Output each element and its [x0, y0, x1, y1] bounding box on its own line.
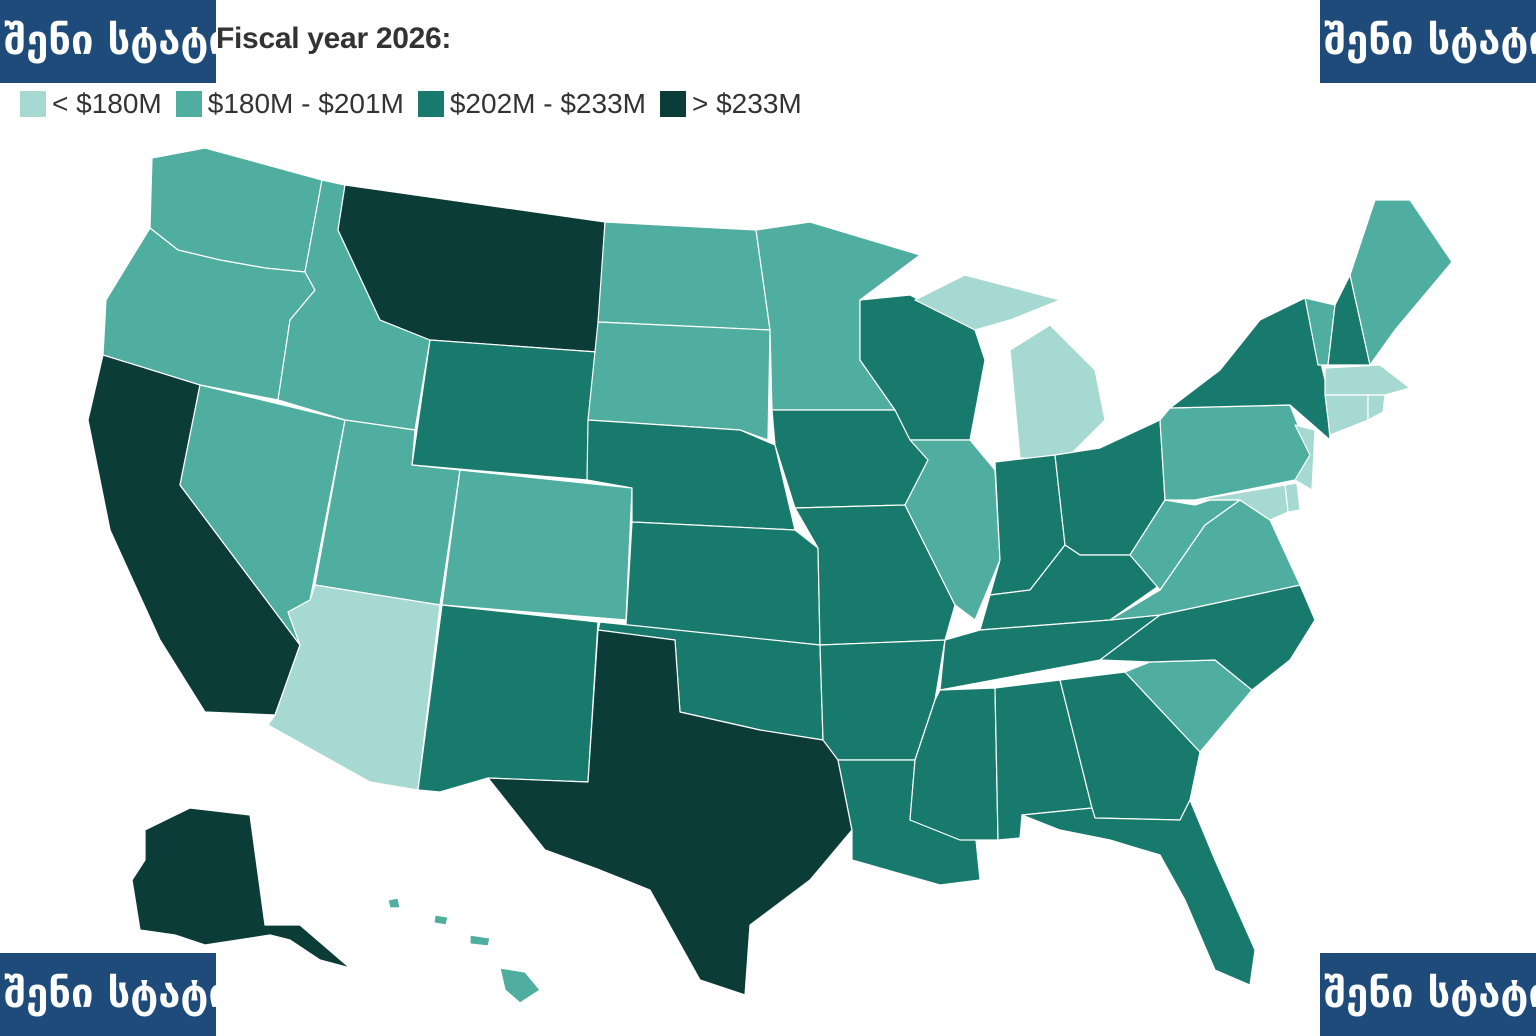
- legend: < $180M $180M - $201M $202M - $233M > $2…: [20, 88, 802, 120]
- state-MD[interactable]: [1194, 484, 1289, 521]
- state-NJ[interactable]: [1294, 424, 1316, 491]
- state-NM[interactable]: [417, 604, 599, 793]
- state-MI[interactable]: [914, 274, 1106, 461]
- state-AK[interactable]: [131, 807, 351, 969]
- legend-label: < $180M: [52, 88, 162, 119]
- legend-item-lt-180m: < $180M: [20, 88, 162, 120]
- state-CT[interactable]: [1324, 394, 1369, 436]
- legend-swatch: [659, 91, 686, 117]
- legend-swatch: [175, 91, 202, 117]
- state-MA[interactable]: [1324, 364, 1411, 396]
- legend-label: $202M - $233M: [449, 88, 646, 119]
- state-WY[interactable]: [411, 339, 598, 481]
- watermark-banner: შენი სტატისტიკა: [0, 0, 216, 83]
- state-AZ[interactable]: [267, 584, 441, 791]
- state-ND[interactable]: [597, 221, 771, 331]
- legend-swatch: [20, 91, 46, 117]
- state-HI[interactable]: [387, 897, 541, 1004]
- state-CO[interactable]: [441, 469, 633, 621]
- watermark-banner: შენი სტატისტიკა: [0, 953, 216, 1036]
- legend-item-202m-233m: $202M - $233M: [417, 88, 646, 120]
- legend-swatch: [417, 91, 444, 117]
- state-SD[interactable]: [587, 321, 771, 441]
- watermark-banner: შენი სტატისტიკა: [1320, 0, 1536, 83]
- state-TX[interactable]: [487, 629, 853, 996]
- map-title: Fiscal year 2026:: [216, 22, 452, 55]
- state-FL[interactable]: [1021, 799, 1256, 986]
- state-ME[interactable]: [1349, 199, 1453, 366]
- state-KS[interactable]: [625, 521, 821, 646]
- state-IL[interactable]: [904, 439, 1001, 621]
- legend-item-180m-201m: $180M - $201M: [175, 88, 404, 120]
- watermark-banner: შენი სტატისტიკა: [1320, 953, 1536, 1036]
- legend-item-gt-233m: > $233M: [659, 88, 802, 120]
- legend-label: > $233M: [691, 88, 802, 119]
- state-RI[interactable]: [1367, 394, 1386, 421]
- state-NC[interactable]: [1099, 584, 1316, 691]
- legend-label: $180M - $201M: [207, 88, 404, 119]
